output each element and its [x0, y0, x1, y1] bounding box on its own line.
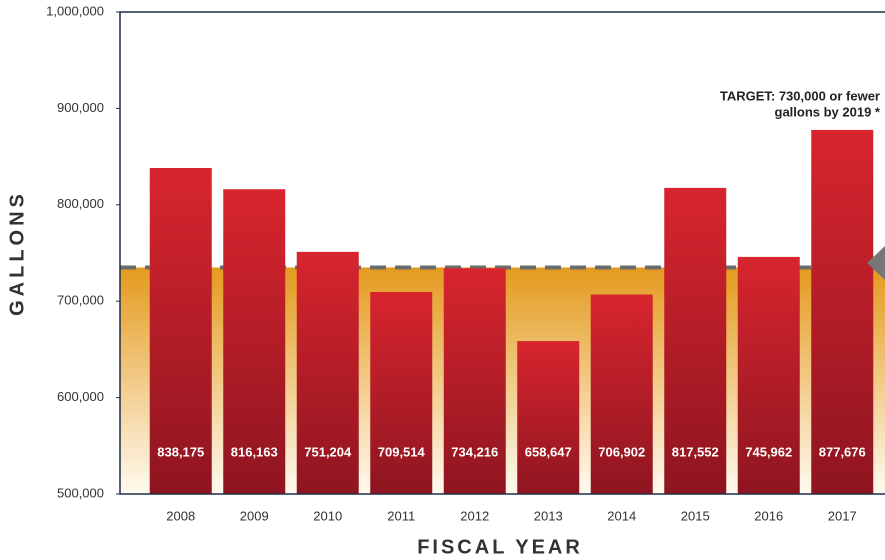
bar [811, 129, 874, 494]
x-tick-label: 2015 [681, 508, 710, 523]
bar [149, 167, 212, 494]
bar [443, 268, 506, 494]
x-tick-label: 2008 [166, 508, 195, 523]
value-label: 709,514 [378, 444, 426, 459]
target-pointer [867, 246, 885, 280]
value-label: 816,163 [231, 444, 278, 459]
plot-frame [119, 11, 885, 495]
value-label: 838,175 [157, 444, 204, 459]
bar [223, 189, 286, 494]
y-tick-label: 600,000 [57, 389, 104, 404]
target-note: TARGET: 730,000 or fewer [720, 88, 880, 103]
value-label: 745,962 [745, 444, 792, 459]
y-tick-label: 700,000 [57, 293, 104, 308]
x-tick-label: 2017 [828, 508, 857, 523]
bar [664, 187, 727, 494]
x-tick-label: 2016 [754, 508, 783, 523]
bar [370, 292, 433, 494]
bar [517, 341, 580, 494]
bar [737, 256, 800, 494]
x-tick-label: 2012 [460, 508, 489, 523]
marks: 838,175 816,163 751,204 709,514 734,216 658,6… [149, 129, 874, 494]
value-label: 734,216 [451, 444, 498, 459]
x-tick-label: 2009 [240, 508, 269, 523]
x-tick-label: 2011 [387, 508, 415, 523]
x-tick-label: 2014 [607, 508, 636, 523]
value-label: 751,204 [304, 444, 352, 459]
y-tick-label: 500,000 [57, 485, 104, 500]
bar [296, 251, 359, 494]
x-tick-label: 2013 [534, 508, 563, 523]
x-axis-title: FISCAL YEAR [417, 536, 583, 558]
value-label: 877,676 [819, 444, 866, 459]
y-tick-label: 800,000 [57, 196, 104, 211]
x-tick-label: 2010 [313, 508, 342, 523]
value-label: 817,552 [672, 444, 719, 459]
y-tick-label: 1,000,000 [46, 3, 104, 18]
value-label: 706,902 [598, 444, 645, 459]
target-note: gallons by 2019 * [775, 104, 881, 119]
y-tick-label: 900,000 [57, 100, 104, 115]
value-label: 658,647 [525, 444, 572, 459]
bar [590, 294, 653, 494]
y-axis-title: GALLONS [6, 190, 28, 316]
